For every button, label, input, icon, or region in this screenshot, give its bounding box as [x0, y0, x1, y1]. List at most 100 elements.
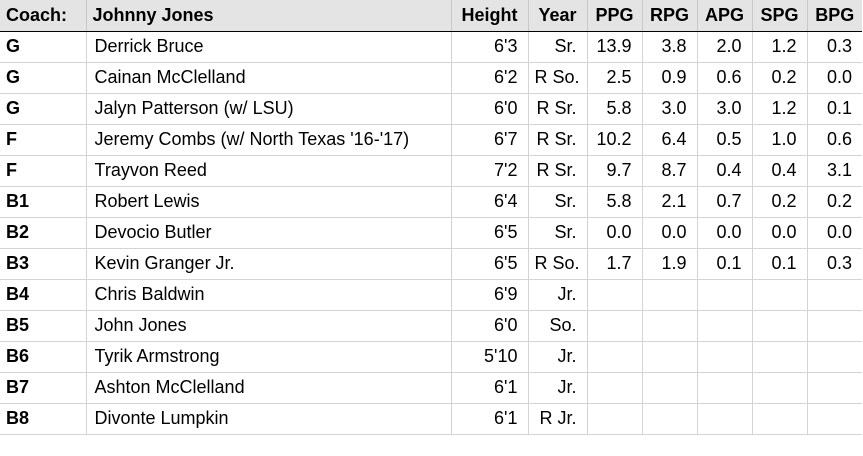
- player-name-cell: Trayvon Reed: [86, 155, 452, 187]
- bpg-cell: 0.0: [807, 62, 862, 94]
- rpg-cell: [642, 310, 698, 342]
- apg-cell: [697, 279, 753, 311]
- bpg-cell: [807, 403, 862, 435]
- column-header-height: Height: [451, 0, 529, 32]
- table-row: B1 Robert Lewis 6'4 Sr. 5.8 2.1 0.7 0.2 0.2: [0, 185, 862, 218]
- height-cell: 6'4: [451, 185, 529, 218]
- table-row: G Cainan McClelland 6'2 R So. 2.5 0.9 0.6 0.2 0.…: [0, 62, 862, 94]
- spg-cell: 1.2: [752, 31, 808, 63]
- spg-cell: 0.2: [752, 185, 808, 218]
- table-row: G Derrick Bruce 6'3 Sr. 13.9 3.8 2.0 1.2 0.3: [0, 31, 862, 63]
- player-name-cell: Jalyn Patterson (w/ LSU): [86, 93, 452, 125]
- spg-cell: 0.4: [752, 155, 808, 187]
- player-name-cell: Ashton McClelland: [86, 372, 452, 404]
- year-cell: R So.: [528, 62, 588, 94]
- ppg-cell: [587, 403, 643, 435]
- column-header-bpg: BPG: [807, 0, 862, 32]
- roster-table: Coach: Johnny Jones Height Year PPG RPG …: [0, 0, 862, 435]
- player-name-cell: Robert Lewis: [86, 185, 452, 218]
- bpg-cell: 0.6: [807, 124, 862, 156]
- position-cell: F: [0, 124, 87, 156]
- spg-cell: 0.2: [752, 62, 808, 94]
- spg-cell: [752, 341, 808, 373]
- spg-cell: [752, 403, 808, 435]
- position-cell: G: [0, 62, 87, 94]
- ppg-cell: [587, 279, 643, 311]
- ppg-cell: 0.0: [587, 217, 643, 249]
- bpg-cell: [807, 279, 862, 311]
- spg-cell: [752, 310, 808, 342]
- table-row: F Trayvon Reed 7'2 R Sr. 9.7 8.7 0.4 0.4 3.1: [0, 155, 862, 187]
- table-row: B2 Devocio Butler 6'5 Sr. 0.0 0.0 0.0 0.0 0.0: [0, 217, 862, 249]
- position-cell: B1: [0, 185, 87, 218]
- coach-label: Coach:: [0, 0, 87, 32]
- ppg-cell: [587, 372, 643, 404]
- height-cell: 6'5: [451, 217, 529, 249]
- apg-cell: 0.7: [697, 185, 753, 218]
- height-cell: 6'0: [451, 310, 529, 342]
- height-cell: 6'0: [451, 93, 529, 125]
- apg-cell: [697, 372, 753, 404]
- rpg-cell: [642, 279, 698, 311]
- apg-cell: 0.4: [697, 155, 753, 187]
- year-cell: Jr.: [528, 341, 588, 373]
- year-cell: R Sr.: [528, 93, 588, 125]
- table-row: B5 John Jones 6'0 So.: [0, 310, 862, 342]
- height-cell: 6'3: [451, 31, 529, 63]
- ppg-cell: 9.7: [587, 155, 643, 187]
- apg-cell: 2.0: [697, 31, 753, 63]
- position-cell: B5: [0, 310, 87, 342]
- roster-body: G Derrick Bruce 6'3 Sr. 13.9 3.8 2.0 1.2 0.3 G Cai…: [0, 31, 862, 435]
- year-cell: R So.: [528, 248, 588, 280]
- table-row: G Jalyn Patterson (w/ LSU) 6'0 R Sr. 5.8 3.0 3…: [0, 93, 862, 125]
- player-name-cell: Kevin Granger Jr.: [86, 248, 452, 280]
- position-cell: G: [0, 93, 87, 125]
- spg-cell: [752, 279, 808, 311]
- coach-name: Johnny Jones: [86, 0, 452, 32]
- year-cell: Jr.: [528, 372, 588, 404]
- player-name-cell: Divonte Lumpkin: [86, 403, 452, 435]
- year-cell: Sr.: [528, 31, 588, 63]
- apg-cell: 0.0: [697, 217, 753, 249]
- table-row: B3 Kevin Granger Jr. 6'5 R So. 1.7 1.9 0.1 0.1 0…: [0, 248, 862, 280]
- spg-cell: 1.2: [752, 93, 808, 125]
- height-cell: 6'9: [451, 279, 529, 311]
- rpg-cell: [642, 372, 698, 404]
- rpg-cell: [642, 403, 698, 435]
- player-name-cell: Derrick Bruce: [86, 31, 452, 63]
- column-header-spg: SPG: [752, 0, 808, 32]
- spg-cell: [752, 372, 808, 404]
- player-name-cell: Chris Baldwin: [86, 279, 452, 311]
- rpg-cell: 0.9: [642, 62, 698, 94]
- ppg-cell: [587, 341, 643, 373]
- ppg-cell: 2.5: [587, 62, 643, 94]
- apg-cell: [697, 341, 753, 373]
- bpg-cell: [807, 310, 862, 342]
- bpg-cell: 0.1: [807, 93, 862, 125]
- rpg-cell: 8.7: [642, 155, 698, 187]
- column-header-rpg: RPG: [642, 0, 698, 32]
- table-row: B6 Tyrik Armstrong 5'10 Jr.: [0, 341, 862, 373]
- rpg-cell: 0.0: [642, 217, 698, 249]
- year-cell: Sr.: [528, 217, 588, 249]
- player-name-cell: John Jones: [86, 310, 452, 342]
- year-cell: Sr.: [528, 185, 588, 218]
- rpg-cell: 3.8: [642, 31, 698, 63]
- rpg-cell: 2.1: [642, 185, 698, 218]
- bpg-cell: [807, 341, 862, 373]
- apg-cell: 3.0: [697, 93, 753, 125]
- rpg-cell: 6.4: [642, 124, 698, 156]
- rpg-cell: [642, 341, 698, 373]
- spg-cell: 0.1: [752, 248, 808, 280]
- bpg-cell: [807, 372, 862, 404]
- ppg-cell: [587, 310, 643, 342]
- position-cell: B2: [0, 217, 87, 249]
- apg-cell: [697, 310, 753, 342]
- ppg-cell: 5.8: [587, 185, 643, 218]
- player-name-cell: Tyrik Armstrong: [86, 341, 452, 373]
- apg-cell: [697, 403, 753, 435]
- apg-cell: 0.6: [697, 62, 753, 94]
- spg-cell: 1.0: [752, 124, 808, 156]
- year-cell: R Sr.: [528, 124, 588, 156]
- column-header-year: Year: [528, 0, 588, 32]
